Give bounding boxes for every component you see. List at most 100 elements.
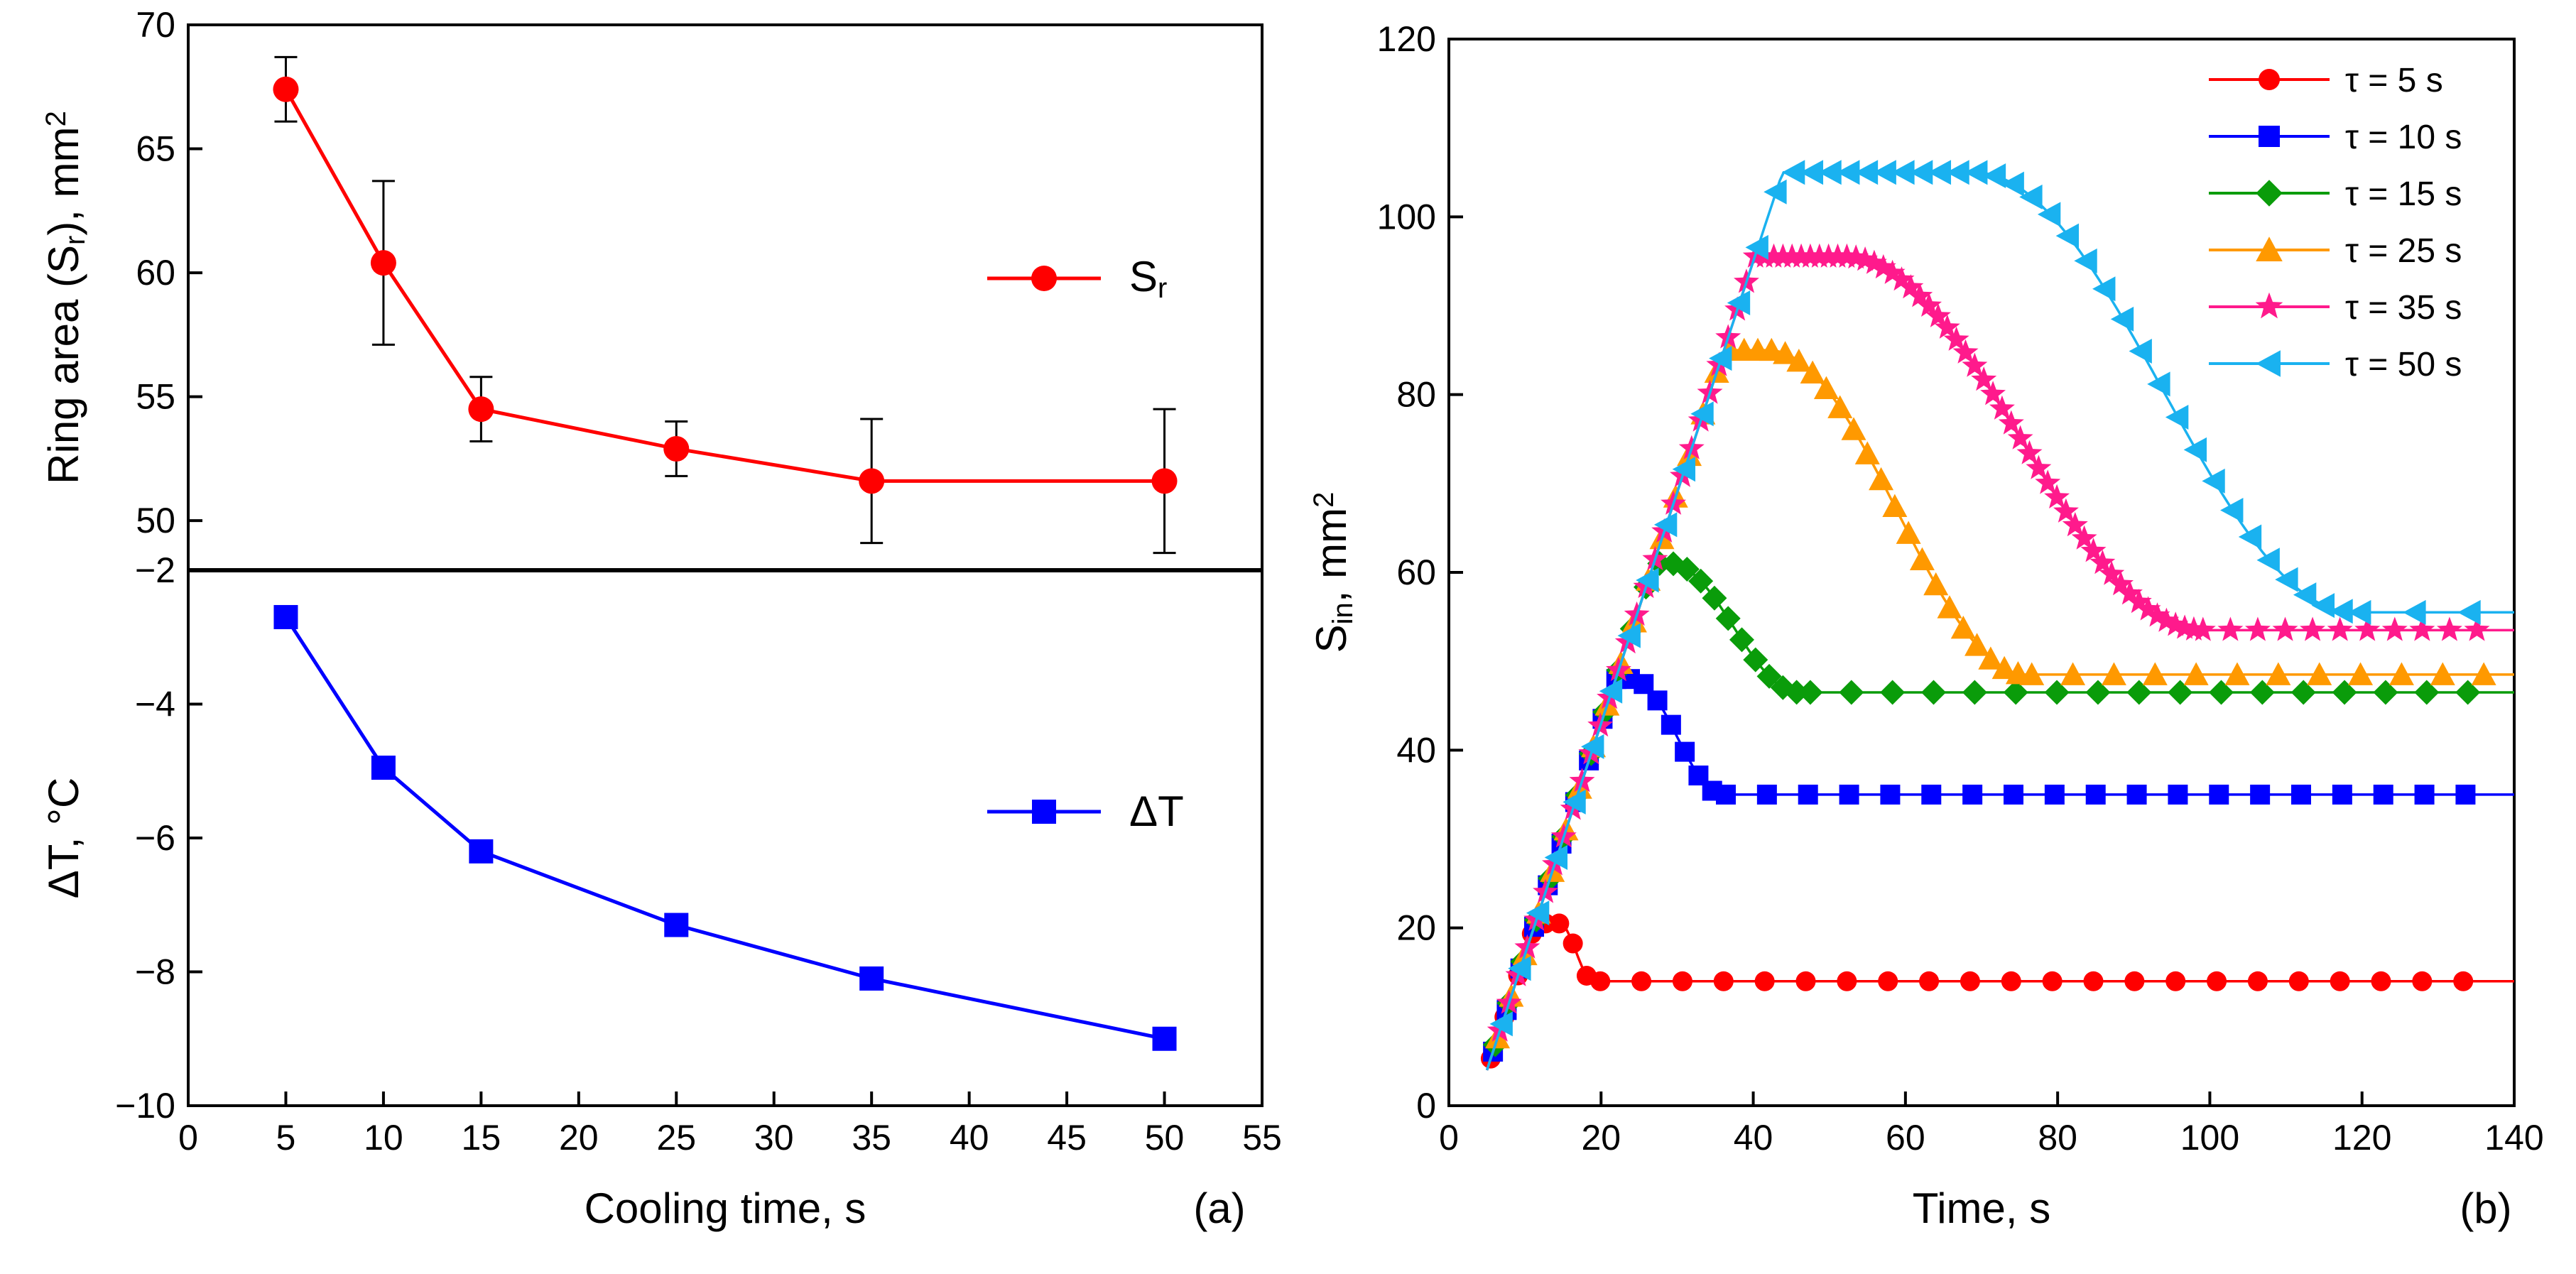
data-point-tau-5 xyxy=(2042,971,2063,991)
data-point-tau-10 xyxy=(1756,784,1777,805)
y-axis-title-top-part: r xyxy=(60,236,91,245)
data-point-tau-10 xyxy=(2209,784,2229,805)
data-point-tau-10 xyxy=(2085,784,2106,805)
data-point-tau-50 xyxy=(2275,567,2298,592)
data-point-tau-50 xyxy=(2129,338,2152,364)
data-point-tau-25 xyxy=(1800,360,1825,383)
data-point-tau-50 xyxy=(1928,160,1952,185)
legend-marker-tau-15 xyxy=(2256,180,2283,207)
data-point-tau-10 xyxy=(1716,784,1736,805)
data-point-tau-35 xyxy=(2217,616,2244,641)
data-point-tau-35 xyxy=(1879,259,1906,284)
legend-label-sr-part: r xyxy=(1158,273,1167,304)
data-point-tau-10 xyxy=(1880,784,1901,805)
legend-label-tau-15: τ = 15 s xyxy=(2345,175,2462,213)
y-axis-title-top-part: 2 xyxy=(40,111,72,126)
data-point-tau-10 xyxy=(2414,784,2435,805)
ytick-label: 70 xyxy=(136,5,175,45)
legend-marker-tau-10 xyxy=(2259,126,2280,147)
ytick-label: −2 xyxy=(135,550,175,590)
xtick-label: 0 xyxy=(1439,1118,1459,1158)
data-point-tau-35 xyxy=(2126,589,2152,614)
xtick-label: 25 xyxy=(656,1118,696,1158)
data-point-tau-35 xyxy=(1980,381,2006,405)
data-point-tau-50 xyxy=(1909,160,1933,185)
data-point-tau-25 xyxy=(2101,662,2126,685)
ytick-label: 120 xyxy=(1377,19,1436,59)
data-point-tau-5 xyxy=(1549,913,1570,934)
ytick-label: 80 xyxy=(1396,375,1436,415)
y-axis-title-top-part: ), mm xyxy=(40,126,87,235)
data-point-tau-35 xyxy=(2300,616,2325,641)
series-line-tau-10 xyxy=(1485,677,2514,1071)
ytick-label: −10 xyxy=(115,1086,175,1126)
legend-label-tau-5: τ = 5 s xyxy=(2345,62,2443,99)
data-point-tau-50 xyxy=(2092,276,2116,302)
data-point-tau-15 xyxy=(1880,680,1906,705)
data-point-tau-50 xyxy=(2110,306,2134,332)
data-point-tau-35 xyxy=(2062,512,2088,537)
data-point-tau-50 xyxy=(1946,160,1969,185)
data-point-tau-25 xyxy=(2348,662,2374,685)
legend-marker-sr xyxy=(1031,266,1057,291)
data-point-tau-35 xyxy=(1952,339,1979,364)
xtick-label: 10 xyxy=(364,1118,403,1158)
panel-label-a: (a) xyxy=(1193,1185,1245,1232)
data-point-tau-25 xyxy=(1950,616,1976,639)
y-axis-title-top: Ring area (Sr), mm2 xyxy=(40,111,91,484)
data-point-tau-10 xyxy=(2373,784,2393,805)
data-point-tau-15 xyxy=(1688,568,1714,594)
legend-marker-tau-5 xyxy=(2259,69,2280,90)
data-point-tau-15 xyxy=(2455,680,2481,705)
data-point-tau-35 xyxy=(2272,616,2298,641)
data-point-tau-15 xyxy=(2373,680,2398,705)
data-point-tau-50 xyxy=(1544,845,1568,871)
data-point-tau-15 xyxy=(2126,680,2152,705)
legend-marker-tau-35 xyxy=(2255,292,2283,319)
data-point-tau-35 xyxy=(2190,616,2216,641)
data-point-tau-35 xyxy=(2135,596,2161,621)
data-point-tau-50 xyxy=(2457,599,2481,625)
series-line-dt xyxy=(284,616,1165,1041)
data-point-tau-50 xyxy=(1508,956,1531,981)
x-axis-title: Cooling time, s xyxy=(585,1185,866,1232)
data-point-tau-15 xyxy=(2003,680,2028,705)
data-point-tau-50 xyxy=(1763,179,1787,205)
data-point-tau-50 xyxy=(1982,163,2006,189)
data-point-tau-50 xyxy=(2348,599,2371,625)
data-point-tau-35 xyxy=(1943,326,1969,351)
data-point-tau-25 xyxy=(2060,662,2086,685)
xtick-label: 60 xyxy=(1886,1118,1925,1158)
data-point-tau-35 xyxy=(1998,410,2024,435)
ytick-label: −8 xyxy=(135,952,175,992)
y-axis-title-b: Sin, mm2 xyxy=(1308,492,1359,653)
data-point-tau-25 xyxy=(1786,349,1812,372)
data-point-tau-50 xyxy=(1800,160,1824,185)
data-point-tau-35 xyxy=(2108,571,2134,596)
data-point-tau-15 xyxy=(2085,680,2111,705)
data-point-tau-15 xyxy=(1729,627,1754,653)
xtick-label: 20 xyxy=(559,1118,599,1158)
data-point-tau-25 xyxy=(1882,494,1908,517)
ytick-label: 50 xyxy=(136,501,175,540)
data-point-tau-25 xyxy=(2183,662,2209,685)
data-point-tau-35 xyxy=(1916,292,1942,317)
xtick-label: 40 xyxy=(950,1118,989,1158)
ytick-label: 20 xyxy=(1396,908,1436,948)
data-point-tau-50 xyxy=(1563,789,1586,815)
data-point-tau-35 xyxy=(2354,616,2381,641)
data-point-tau-50 xyxy=(1526,900,1550,926)
data-point-tau-10 xyxy=(2168,784,2188,805)
xtick-label: 55 xyxy=(1242,1118,1282,1158)
data-point-tau-10 xyxy=(2044,784,2065,805)
data-point-tau-15 xyxy=(1921,680,1946,705)
data-point-tau-35 xyxy=(2099,560,2125,585)
y-axis-title-b-part: , mm xyxy=(1308,508,1355,602)
data-point-tau-15 xyxy=(2209,680,2234,705)
data-point-tau-35 xyxy=(2044,484,2070,508)
xtick-label: 120 xyxy=(2332,1118,2391,1158)
data-point-tau-25 xyxy=(2224,662,2250,685)
data-point-tau-5 xyxy=(1631,971,1652,991)
data-point-tau-25 xyxy=(2019,662,2045,685)
data-point-tau-50 xyxy=(1489,1011,1513,1037)
